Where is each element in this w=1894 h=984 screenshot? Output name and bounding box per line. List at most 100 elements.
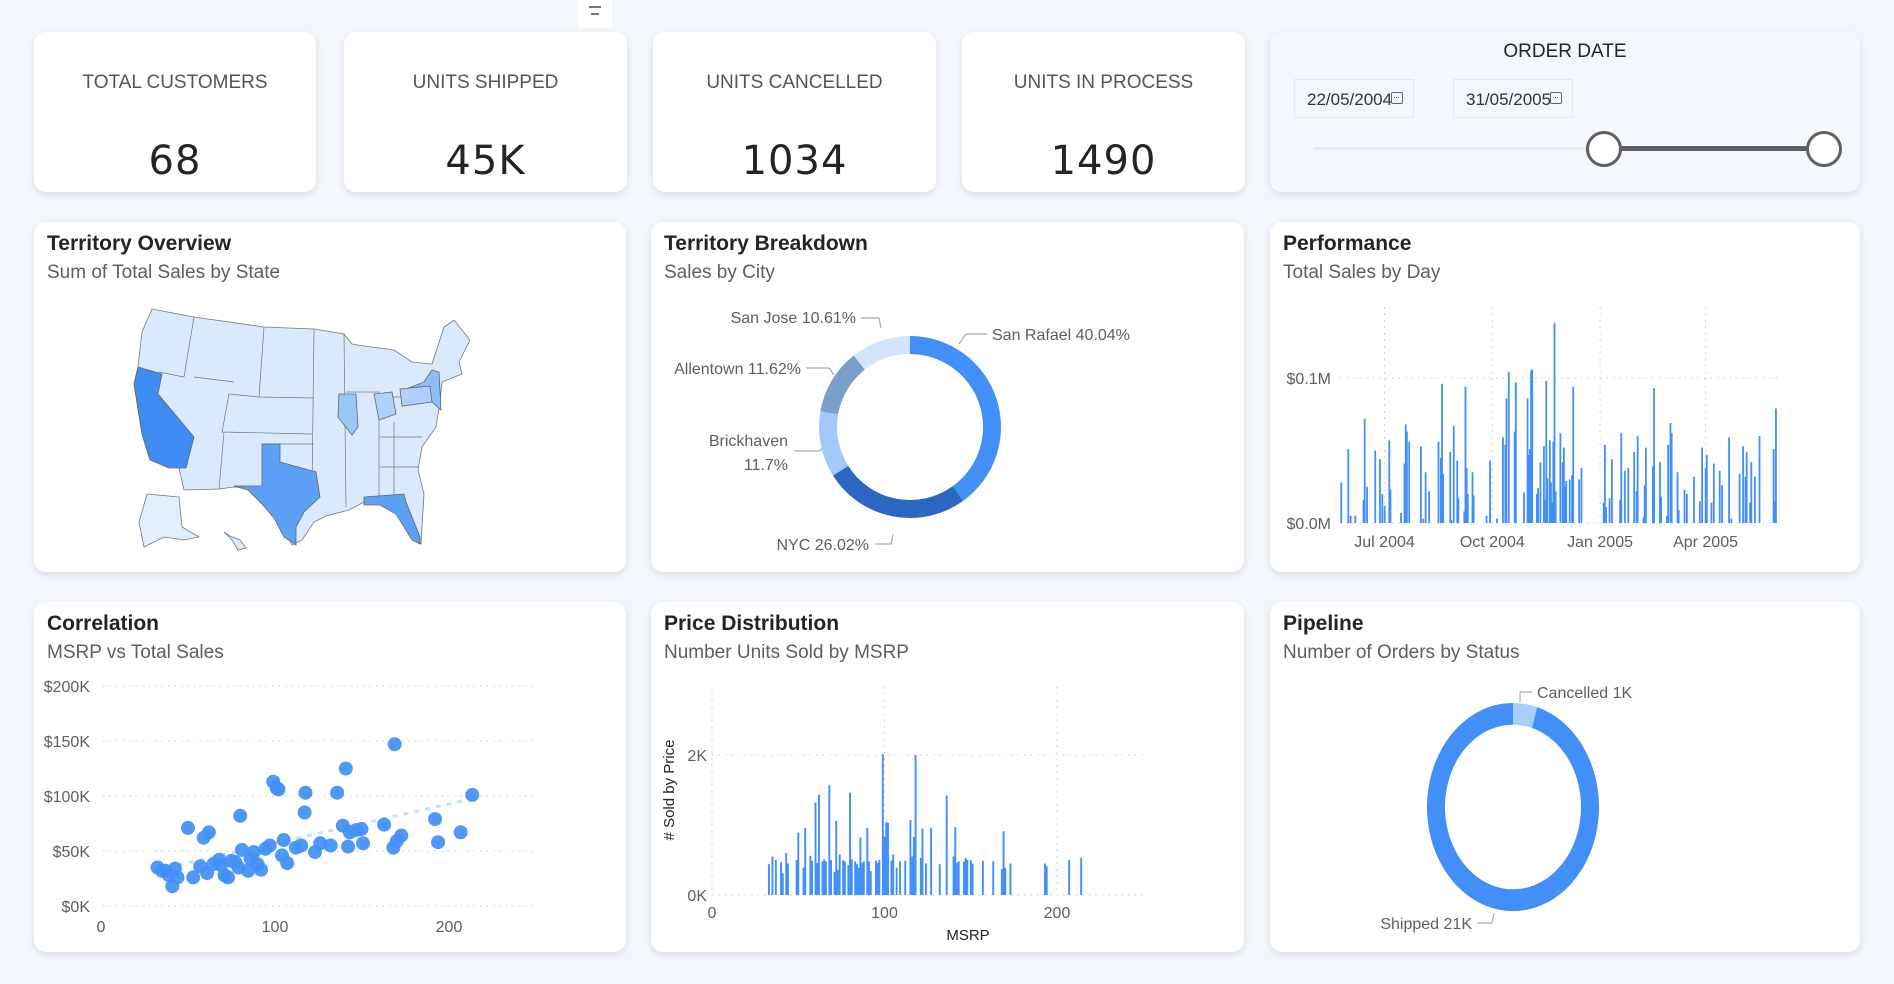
sales-by-city-donut: San Rafael 40.04% NYC 26.02% Brickhaven 11.… bbox=[674, 310, 1130, 554]
bar bbox=[925, 863, 927, 895]
end-date-value: 31/05/2005 bbox=[1466, 90, 1552, 109]
bar bbox=[938, 864, 941, 895]
bar bbox=[1619, 499, 1622, 523]
bar bbox=[1623, 470, 1626, 523]
bar bbox=[1550, 482, 1552, 523]
bar bbox=[1420, 446, 1422, 523]
units-by-msrp-chart: 0 100 200 0K 2K MSRP # Sold by Price bbox=[661, 687, 1146, 944]
card-title: Performance bbox=[1283, 232, 1412, 255]
x-tick-label: Apr 2005 bbox=[1673, 534, 1738, 551]
bar bbox=[1677, 509, 1680, 523]
bar bbox=[874, 860, 877, 895]
bar bbox=[971, 863, 974, 895]
bar bbox=[1405, 431, 1408, 523]
data-point bbox=[354, 822, 369, 836]
x-tick-label: 200 bbox=[436, 919, 463, 936]
donut-slice-san-rafael bbox=[910, 336, 1001, 501]
slice-label: San Rafael 40.04% bbox=[992, 327, 1130, 344]
card-subtitle: Number Units Sold by MSRP bbox=[664, 642, 909, 663]
bar bbox=[956, 862, 958, 895]
bar bbox=[1354, 515, 1357, 523]
bar bbox=[1728, 437, 1730, 523]
calendar-icon[interactable] bbox=[1550, 92, 1562, 104]
bar bbox=[1422, 518, 1425, 523]
bar bbox=[1721, 485, 1723, 523]
bar bbox=[1553, 322, 1556, 523]
bar bbox=[1683, 489, 1686, 523]
bar bbox=[1389, 489, 1392, 523]
end-date-input[interactable]: 31/05/2005 bbox=[1453, 79, 1573, 118]
bar bbox=[1701, 447, 1704, 523]
data-point bbox=[377, 817, 392, 832]
card-subtitle: Sum of Total Sales by State bbox=[47, 262, 281, 283]
filter-button[interactable] bbox=[578, 0, 612, 28]
slider-start-handle[interactable] bbox=[1586, 131, 1623, 167]
bar bbox=[1667, 444, 1670, 523]
bar bbox=[992, 861, 995, 895]
data-point bbox=[262, 838, 277, 853]
donut-slice-cancelled bbox=[1513, 702, 1538, 729]
bar bbox=[1666, 515, 1668, 523]
bar bbox=[795, 860, 798, 895]
bar bbox=[1044, 863, 1046, 895]
y-tick-label: $100K bbox=[44, 789, 91, 806]
territory-overview-card: Territory Overview Sum of Total Sales by… bbox=[34, 222, 626, 572]
donut-slice-nyc bbox=[832, 465, 964, 518]
bar bbox=[1642, 517, 1645, 523]
data-point bbox=[170, 870, 185, 885]
bar bbox=[1652, 466, 1654, 523]
bar bbox=[1758, 436, 1761, 523]
bar bbox=[892, 854, 895, 895]
leader-line bbox=[794, 447, 824, 452]
start-date-value: 22/05/2004 bbox=[1307, 90, 1393, 109]
bar bbox=[1537, 488, 1539, 523]
price-distribution-card: Price Distribution Number Units Sold by … bbox=[651, 602, 1244, 952]
data-point bbox=[246, 845, 261, 860]
bar bbox=[1611, 459, 1613, 523]
x-tick-label: 0 bbox=[97, 919, 106, 936]
bar bbox=[1548, 440, 1551, 523]
bar bbox=[1676, 472, 1679, 523]
bar bbox=[981, 860, 984, 895]
bar bbox=[1009, 863, 1012, 895]
bar bbox=[1660, 496, 1663, 523]
bar bbox=[1693, 476, 1695, 523]
bar bbox=[1718, 470, 1721, 523]
bar bbox=[1753, 476, 1756, 523]
kpi-value: 45K bbox=[445, 138, 526, 184]
data-point bbox=[271, 782, 286, 797]
slicer-title: ORDER DATE bbox=[1503, 41, 1627, 62]
bar bbox=[1502, 437, 1504, 523]
bar bbox=[1362, 499, 1365, 523]
data-point bbox=[186, 870, 201, 885]
bar bbox=[824, 861, 827, 895]
bar bbox=[1643, 485, 1646, 523]
data-point bbox=[453, 825, 468, 840]
bar bbox=[1670, 433, 1673, 523]
kpi-title: TOTAL CUSTOMERS bbox=[82, 72, 268, 93]
slice-label: Brickhaven bbox=[709, 433, 788, 450]
bar bbox=[797, 832, 800, 895]
calendar-icon[interactable] bbox=[1391, 92, 1403, 104]
data-point bbox=[313, 836, 328, 851]
y-tick-label: $0.0M bbox=[1287, 516, 1331, 533]
bar bbox=[1565, 480, 1568, 523]
kpi-units-in-process: UNITS IN PROCESS 1490 bbox=[962, 32, 1245, 192]
bar bbox=[1704, 467, 1707, 523]
x-tick-label: 0 bbox=[708, 905, 717, 922]
map-state-texas bbox=[233, 443, 321, 546]
slider-track[interactable] bbox=[1313, 147, 1824, 150]
us-state-map[interactable] bbox=[34, 222, 626, 572]
bar bbox=[1527, 454, 1530, 523]
bar bbox=[1572, 386, 1575, 523]
correlation-card: Correlation MSRP vs Total Sales $0K $50K $… bbox=[34, 602, 626, 952]
bar bbox=[1531, 369, 1534, 523]
bar bbox=[1456, 460, 1459, 523]
donut-slice-brickhaven bbox=[819, 411, 849, 476]
bar bbox=[1742, 446, 1745, 523]
slider-end-handle[interactable] bbox=[1806, 131, 1842, 167]
card-subtitle: Number of Orders by Status bbox=[1283, 642, 1520, 663]
bar bbox=[930, 827, 933, 895]
leader-line bbox=[875, 533, 894, 545]
start-date-input[interactable]: 22/05/2004 bbox=[1294, 79, 1414, 118]
